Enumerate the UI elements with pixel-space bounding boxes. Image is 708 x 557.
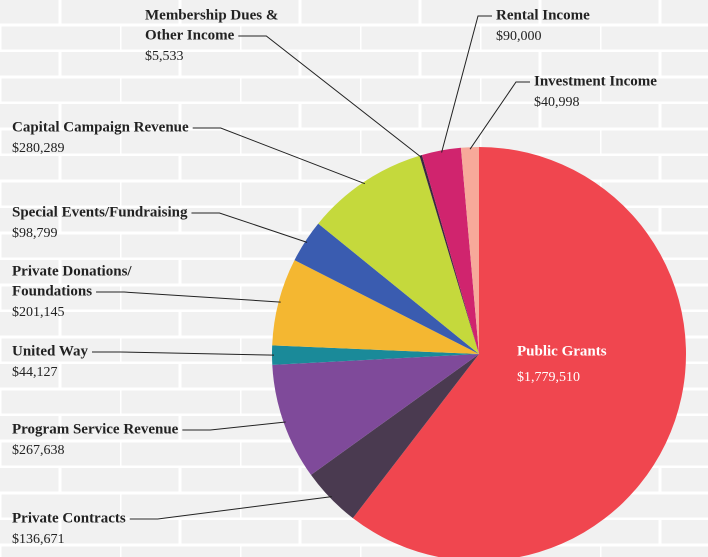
- pie-slice: [318, 155, 479, 354]
- pie-slice: [294, 223, 479, 354]
- slice-label: Capital Campaign Revenue: [12, 119, 189, 135]
- leader-line: [192, 127, 366, 185]
- pie-slice: [272, 260, 479, 354]
- leader-line: [129, 496, 332, 520]
- value-label: $90,000: [496, 29, 542, 44]
- value-label: $40,998: [534, 95, 580, 110]
- value-label: $136,671: [12, 532, 65, 547]
- pie-slice: [271, 345, 479, 365]
- slice-label: Investment Income: [534, 73, 657, 89]
- value-label: $98,799: [12, 226, 58, 241]
- leader-line: [92, 351, 275, 356]
- pie-slice: [421, 147, 479, 354]
- slice-label: Public Grants: [517, 343, 607, 359]
- value-label: $1,779,510: [517, 370, 580, 385]
- slice-label: Foundations: [12, 283, 92, 299]
- slice-label: Rental Income: [496, 7, 590, 23]
- pie-slice: [272, 354, 479, 475]
- value-label: $280,289: [12, 141, 65, 156]
- leader-line: [182, 421, 286, 431]
- pie-slice: [310, 354, 479, 519]
- slice-label: Other Income: [145, 27, 235, 43]
- slice-label: Program Service Revenue: [12, 421, 179, 437]
- leader-line: [238, 35, 422, 158]
- leader-line: [191, 212, 308, 243]
- slice-label: Special Events/Fundraising: [12, 204, 188, 220]
- pie-slice: [460, 147, 479, 354]
- slice-label: Private Contracts: [12, 510, 126, 526]
- leader-line: [96, 291, 281, 303]
- value-label: $44,127: [12, 365, 58, 380]
- leader-line: [441, 15, 492, 153]
- pie-slice: [419, 155, 479, 354]
- pie-slice: [352, 147, 686, 557]
- slice-label: United Way: [12, 343, 88, 359]
- leader-line: [469, 81, 530, 150]
- slice-label: Private Donations/: [12, 263, 132, 279]
- value-label: $267,638: [12, 443, 65, 458]
- value-label: $201,145: [12, 305, 65, 320]
- value-label: $5,533: [145, 49, 184, 64]
- slice-label: Membership Dues &: [145, 7, 278, 23]
